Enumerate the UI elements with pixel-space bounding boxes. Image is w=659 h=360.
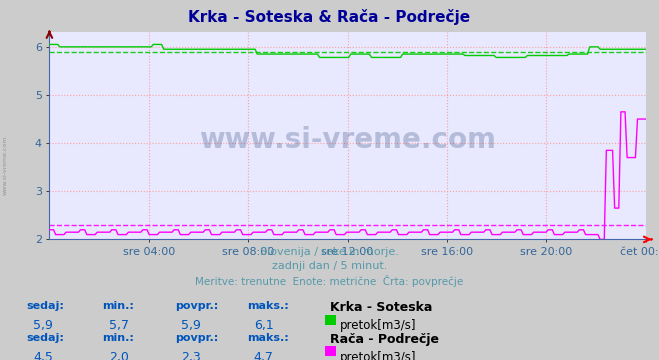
Text: 6,1: 6,1 — [254, 319, 273, 332]
Text: 4,7: 4,7 — [254, 351, 273, 360]
Text: 5,7: 5,7 — [109, 319, 129, 332]
Text: 5,9: 5,9 — [181, 319, 201, 332]
Text: povpr.:: povpr.: — [175, 333, 218, 343]
Text: maks.:: maks.: — [247, 301, 289, 311]
Text: min.:: min.: — [102, 333, 134, 343]
Text: www.si-vreme.com: www.si-vreme.com — [3, 136, 8, 195]
Text: Slovenija / reke in morje.: Slovenija / reke in morje. — [260, 247, 399, 257]
Text: 2,3: 2,3 — [181, 351, 201, 360]
Text: sedaj:: sedaj: — [26, 301, 64, 311]
Text: 4,5: 4,5 — [33, 351, 53, 360]
Text: zadnji dan / 5 minut.: zadnji dan / 5 minut. — [272, 261, 387, 271]
Text: Krka - Soteska & Rača - Podrečje: Krka - Soteska & Rača - Podrečje — [188, 9, 471, 25]
Text: www.si-vreme.com: www.si-vreme.com — [199, 126, 496, 154]
Text: Krka - Soteska: Krka - Soteska — [330, 301, 432, 314]
Text: Rača - Podrečje: Rača - Podrečje — [330, 333, 438, 346]
Text: maks.:: maks.: — [247, 333, 289, 343]
Text: povpr.:: povpr.: — [175, 301, 218, 311]
Text: min.:: min.: — [102, 301, 134, 311]
Text: Meritve: trenutne  Enote: metrične  Črta: povprečje: Meritve: trenutne Enote: metrične Črta: … — [195, 275, 464, 287]
Text: pretok[m3/s]: pretok[m3/s] — [339, 319, 416, 332]
Text: 5,9: 5,9 — [33, 319, 53, 332]
Text: 2,0: 2,0 — [109, 351, 129, 360]
Text: sedaj:: sedaj: — [26, 333, 64, 343]
Text: pretok[m3/s]: pretok[m3/s] — [339, 351, 416, 360]
